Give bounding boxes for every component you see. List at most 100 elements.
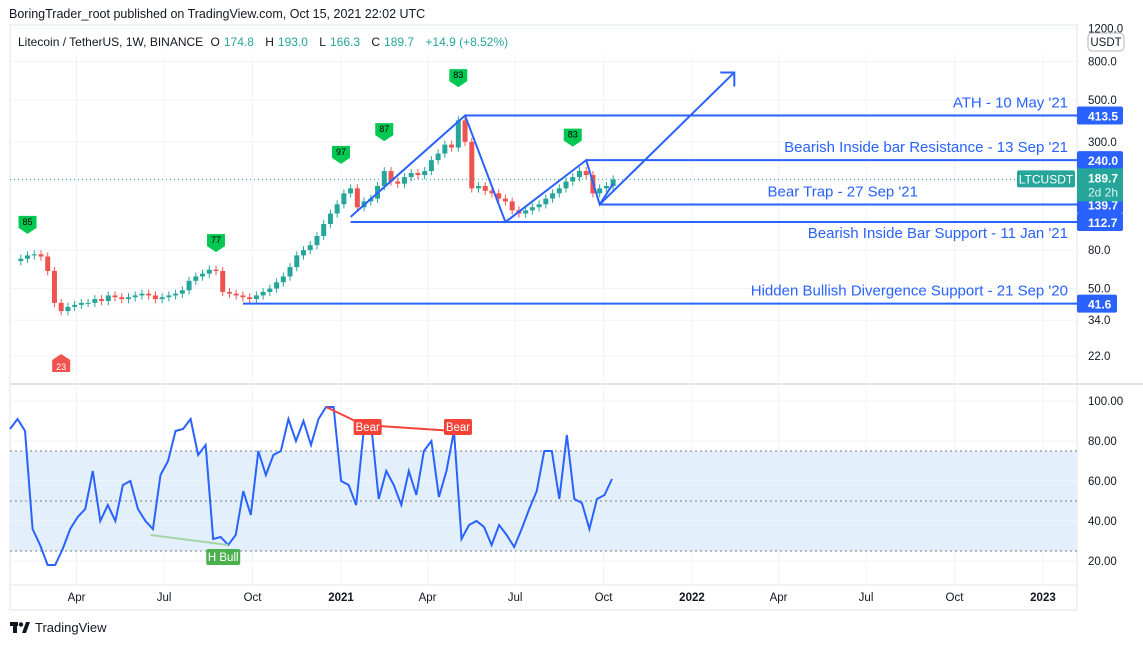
- price-tick-label: 800.0: [1088, 57, 1117, 69]
- candle-body: [401, 177, 407, 184]
- candle: [603, 181, 609, 193]
- time-tick-label: 2023: [1030, 592, 1056, 604]
- candle: [294, 251, 300, 272]
- candle-body: [543, 198, 549, 205]
- divergence-marker: 85: [18, 215, 37, 234]
- candle: [112, 291, 118, 302]
- candle: [280, 272, 286, 287]
- candle-body: [422, 171, 428, 176]
- candle: [267, 284, 273, 297]
- divergence-marker: 23: [52, 354, 71, 373]
- candle: [152, 291, 158, 304]
- candle-body: [78, 302, 84, 305]
- candle-body: [469, 141, 475, 189]
- candle-body: [462, 120, 468, 142]
- candle-body: [523, 210, 529, 214]
- low-value: 166.3: [329, 35, 361, 49]
- candle-body: [193, 276, 199, 281]
- candle-body: [550, 193, 556, 199]
- candle: [388, 167, 394, 186]
- candle-body: [321, 224, 327, 237]
- candle: [99, 295, 105, 306]
- candle: [78, 298, 84, 310]
- candle: [105, 291, 111, 306]
- candle: [45, 252, 51, 276]
- marker-flag: [18, 215, 37, 234]
- candle-body: [206, 269, 212, 274]
- symbol-title[interactable]: Litecoin / TetherUS, 1W, BINANCE: [18, 35, 204, 49]
- marker-label: 97: [336, 147, 346, 157]
- candle: [502, 194, 508, 206]
- candle-body: [45, 256, 51, 271]
- time-tick-label: Apr: [68, 592, 86, 604]
- candle: [536, 200, 542, 212]
- marker-flag: [449, 69, 468, 88]
- candle: [462, 116, 468, 147]
- candle-body: [300, 250, 306, 256]
- candle-body: [576, 171, 582, 178]
- candle-body: [240, 295, 246, 298]
- candle-body: [455, 120, 461, 148]
- rsi-tick-label: 20.00: [1088, 556, 1117, 568]
- rsi-signal-badge: [206, 549, 241, 565]
- time-tick-label: Jul: [508, 592, 523, 604]
- candle-body: [327, 213, 333, 225]
- candle-body: [449, 144, 455, 148]
- candle: [220, 266, 226, 297]
- level-price-badge: [1077, 151, 1123, 170]
- candle: [401, 173, 407, 188]
- candle: [314, 232, 320, 250]
- time-tick-label: Jul: [859, 592, 874, 604]
- candle-body: [597, 188, 603, 194]
- candle-body: [536, 204, 542, 208]
- level-price-text: 413.5: [1088, 110, 1118, 124]
- level-annotation: Bear Trap - 27 Sep '21: [768, 183, 918, 200]
- high-label: H: [265, 35, 274, 49]
- candle: [442, 140, 448, 158]
- rsi-tick-label: 40.00: [1088, 516, 1117, 528]
- candle-body: [294, 255, 300, 268]
- candle: [233, 289, 239, 300]
- level-price-text: 240.0: [1088, 154, 1118, 168]
- open-label: O: [210, 35, 220, 49]
- candle-body: [314, 236, 320, 246]
- candle: [449, 140, 455, 152]
- rsi-signal-label: H Bull: [208, 552, 239, 564]
- candle-body: [476, 185, 482, 189]
- price-tick-label: 300.0: [1088, 137, 1117, 149]
- candle-body: [119, 297, 125, 300]
- candle: [38, 250, 44, 261]
- high-value: 193.0: [277, 35, 308, 49]
- divergence-marker: 83: [449, 69, 468, 88]
- candle: [321, 220, 327, 241]
- candle-body: [186, 280, 192, 291]
- ticker-tag: [1017, 170, 1075, 188]
- candle-body: [99, 299, 105, 301]
- candle-body: [31, 254, 37, 256]
- time-tick-label: 2021: [328, 592, 354, 604]
- close-label: C: [371, 35, 381, 49]
- candle-body: [529, 207, 535, 211]
- candle: [274, 278, 280, 293]
- candle-body: [213, 269, 219, 271]
- candle-body: [38, 254, 44, 257]
- candle-body: [556, 188, 562, 194]
- candle: [58, 298, 64, 316]
- candle-body: [125, 297, 131, 300]
- candle-body: [179, 290, 185, 294]
- candle: [576, 167, 582, 182]
- candle-body: [348, 188, 354, 194]
- arrow-head-icon: [720, 71, 736, 87]
- symbol-legend: Litecoin / TetherUS, 1W, BINANCE O 174.8 …: [18, 35, 512, 49]
- low-label: L: [319, 35, 326, 49]
- candle-body: [25, 255, 31, 259]
- candle: [159, 293, 165, 304]
- footer-logo[interactable]: TradingView: [10, 620, 107, 635]
- candle: [529, 203, 535, 215]
- candle-body: [563, 181, 569, 189]
- candle-body: [435, 153, 441, 161]
- candle-body: [152, 295, 158, 300]
- candle: [85, 298, 91, 308]
